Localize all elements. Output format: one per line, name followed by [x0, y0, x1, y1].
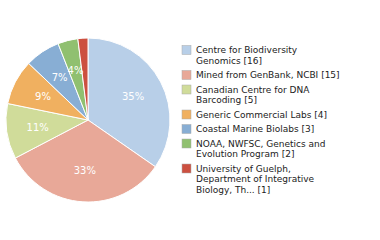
legend-label-line: Coastal Marine Biolabs [3] [196, 124, 314, 134]
legend-label-line: Generic Commercial Labs [4] [196, 110, 327, 120]
pie-slice [78, 38, 88, 120]
legend-label-line: University of Guelph, [196, 164, 291, 174]
legend-swatch [182, 85, 191, 94]
legend-label: Canadian Centre for DNABarcoding [5] [196, 85, 310, 106]
legend-label: University of Guelph,Department of Integ… [196, 164, 315, 195]
legend-label: NOAA, NWFSC, Genetics andEvolution Progr… [196, 139, 326, 160]
legend-label-line: Centre for Biodiversity [196, 45, 298, 55]
legend-label-line: Biology, Th... [1] [196, 185, 270, 195]
legend-label-line: Department of Integrative [196, 174, 315, 184]
chart: 35%33%11%9%7%4%Centre for BiodiversityGe… [0, 0, 380, 240]
legend-label: Generic Commercial Labs [4] [196, 110, 327, 120]
legend-label-line: Mined from GenBank, NCBI [15] [196, 70, 340, 80]
legend-item: Coastal Marine Biolabs [3] [182, 124, 314, 134]
data-label: 9% [35, 91, 51, 102]
pie [6, 38, 170, 202]
data-label: 35% [122, 91, 144, 102]
legend-swatch [182, 139, 191, 148]
data-label: 4% [68, 65, 84, 76]
legend-label-line: Canadian Centre for DNA [196, 85, 310, 95]
legend-label-line: Genomics [16] [196, 56, 262, 66]
legend: Centre for BiodiversityGenomics [16] Mine… [182, 45, 340, 195]
legend-label-line: NOAA, NWFSC, Genetics and [196, 139, 326, 149]
legend-item: Mined from GenBank, NCBI [15] [182, 70, 340, 80]
legend-swatch [182, 71, 191, 80]
legend-item: Generic Commercial Labs [4] [182, 110, 327, 120]
legend-swatch [182, 46, 191, 55]
data-label: 33% [74, 165, 96, 176]
legend-label-line: Evolution Program [2] [196, 149, 294, 159]
data-labels: 35% 33% 11% 9%7%4% [27, 65, 145, 176]
legend-swatch [182, 110, 191, 119]
legend-swatch [182, 125, 191, 134]
legend-label: Coastal Marine Biolabs [3] [196, 124, 314, 134]
legend-label-line: Barcoding [5] [196, 95, 257, 105]
pie-slice [15, 120, 155, 202]
legend-label: Mined from GenBank, NCBI [15] [196, 70, 340, 80]
legend-swatch [182, 164, 191, 173]
legend-label: Centre for BiodiversityGenomics [16] [196, 45, 298, 66]
legend-item: University of Guelph,Department of Integ… [182, 164, 315, 195]
legend-item: Centre for BiodiversityGenomics [16] [182, 45, 298, 66]
data-label: 7% [52, 72, 68, 83]
data-label: 11% [27, 122, 49, 133]
legend-item: NOAA, NWFSC, Genetics andEvolution Progr… [182, 139, 326, 160]
legend-item: Canadian Centre for DNABarcoding [5] [182, 85, 310, 106]
